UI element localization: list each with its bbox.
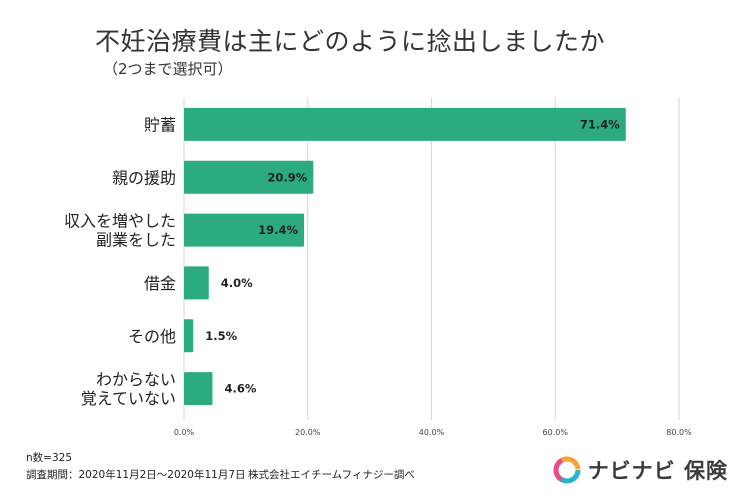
brand-name: ナビナビ 保険 xyxy=(587,459,728,483)
data-label: 4.0% xyxy=(221,276,253,290)
sample-size-note: n数=325 xyxy=(26,452,72,464)
chart-title: 不妊治療費は主にどのように捻出しましたか xyxy=(95,27,606,56)
survey-period-note: 調査期間：2020年11月2日〜2020年11月7日 xyxy=(26,469,246,481)
x-tick-label: 20.0% xyxy=(295,428,321,437)
data-label: 19.4% xyxy=(258,223,298,237)
category-label: 収入を増やした xyxy=(64,212,176,231)
x-tick-label: 0.0% xyxy=(174,428,195,437)
x-tick-label: 60.0% xyxy=(543,428,569,437)
survey-company-note: 株式会社エイチームフィナジー調べ xyxy=(248,469,415,481)
bar xyxy=(184,213,305,247)
data-label: 4.6% xyxy=(224,382,256,396)
bar xyxy=(184,319,194,353)
category-label: 親の援助 xyxy=(112,168,176,187)
x-tick-label: 80.0% xyxy=(666,428,692,437)
category-label: 覚えていない xyxy=(81,389,176,408)
navinavi-logo-icon xyxy=(553,456,581,484)
bar xyxy=(184,372,213,406)
bar xyxy=(184,160,314,194)
chart-subtitle: （2つまで選択可） xyxy=(103,60,233,78)
bar xyxy=(184,107,626,141)
data-label: 1.5% xyxy=(205,329,237,343)
data-label: 20.9% xyxy=(267,170,307,184)
category-label: 借金 xyxy=(144,274,176,293)
x-tick-label: 40.0% xyxy=(419,428,445,437)
brand-logo: ナビナビ 保険 xyxy=(552,455,728,485)
bar xyxy=(184,266,209,300)
category-label: 貯蓄 xyxy=(144,115,176,134)
category-label: 副業をした xyxy=(96,231,176,250)
category-label: わからない xyxy=(96,370,176,389)
data-label: 71.4% xyxy=(580,117,620,131)
category-label: その他 xyxy=(128,327,176,346)
